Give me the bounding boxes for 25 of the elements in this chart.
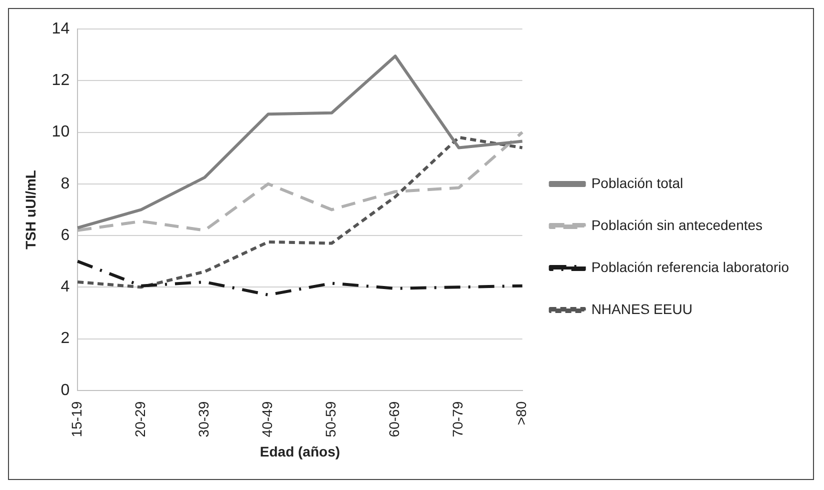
x-tick-label: 60-69 <box>386 401 402 438</box>
legend-label: Población sin antecedentes <box>591 216 763 233</box>
x-tick-label: 70-79 <box>450 401 466 438</box>
y-tick-label: 0 <box>60 382 70 399</box>
legend-label: Población referencia laboratorio <box>591 258 790 275</box>
y-tick-label: 2 <box>60 330 70 348</box>
x-tick-label: 30-39 <box>196 401 212 438</box>
y-tick-label: 4 <box>60 278 70 296</box>
line-series <box>76 260 524 296</box>
y-tick-label: 10 <box>52 124 70 141</box>
x-tick-label: 15-19 <box>68 401 84 438</box>
x-tick-label: >80 <box>513 401 530 426</box>
x-tick-label: 50-59 <box>322 401 339 438</box>
x-axis-title: Edad (años) <box>260 443 340 460</box>
y-tick-label: 8 <box>60 175 70 192</box>
legend-label: Población total <box>591 174 684 191</box>
legend-label: NHANES EEUU <box>591 300 692 317</box>
y-tick-label: 12 <box>52 72 70 90</box>
line-series <box>76 130 524 232</box>
x-tick-label: 20-29 <box>132 401 148 438</box>
x-tick-label: 40-49 <box>259 401 276 438</box>
y-tick-label: 14 <box>52 20 70 38</box>
y-tick-label: 6 <box>60 226 70 244</box>
line-series <box>76 136 524 289</box>
y-axis-title: TSH uUI/mL <box>22 170 38 250</box>
